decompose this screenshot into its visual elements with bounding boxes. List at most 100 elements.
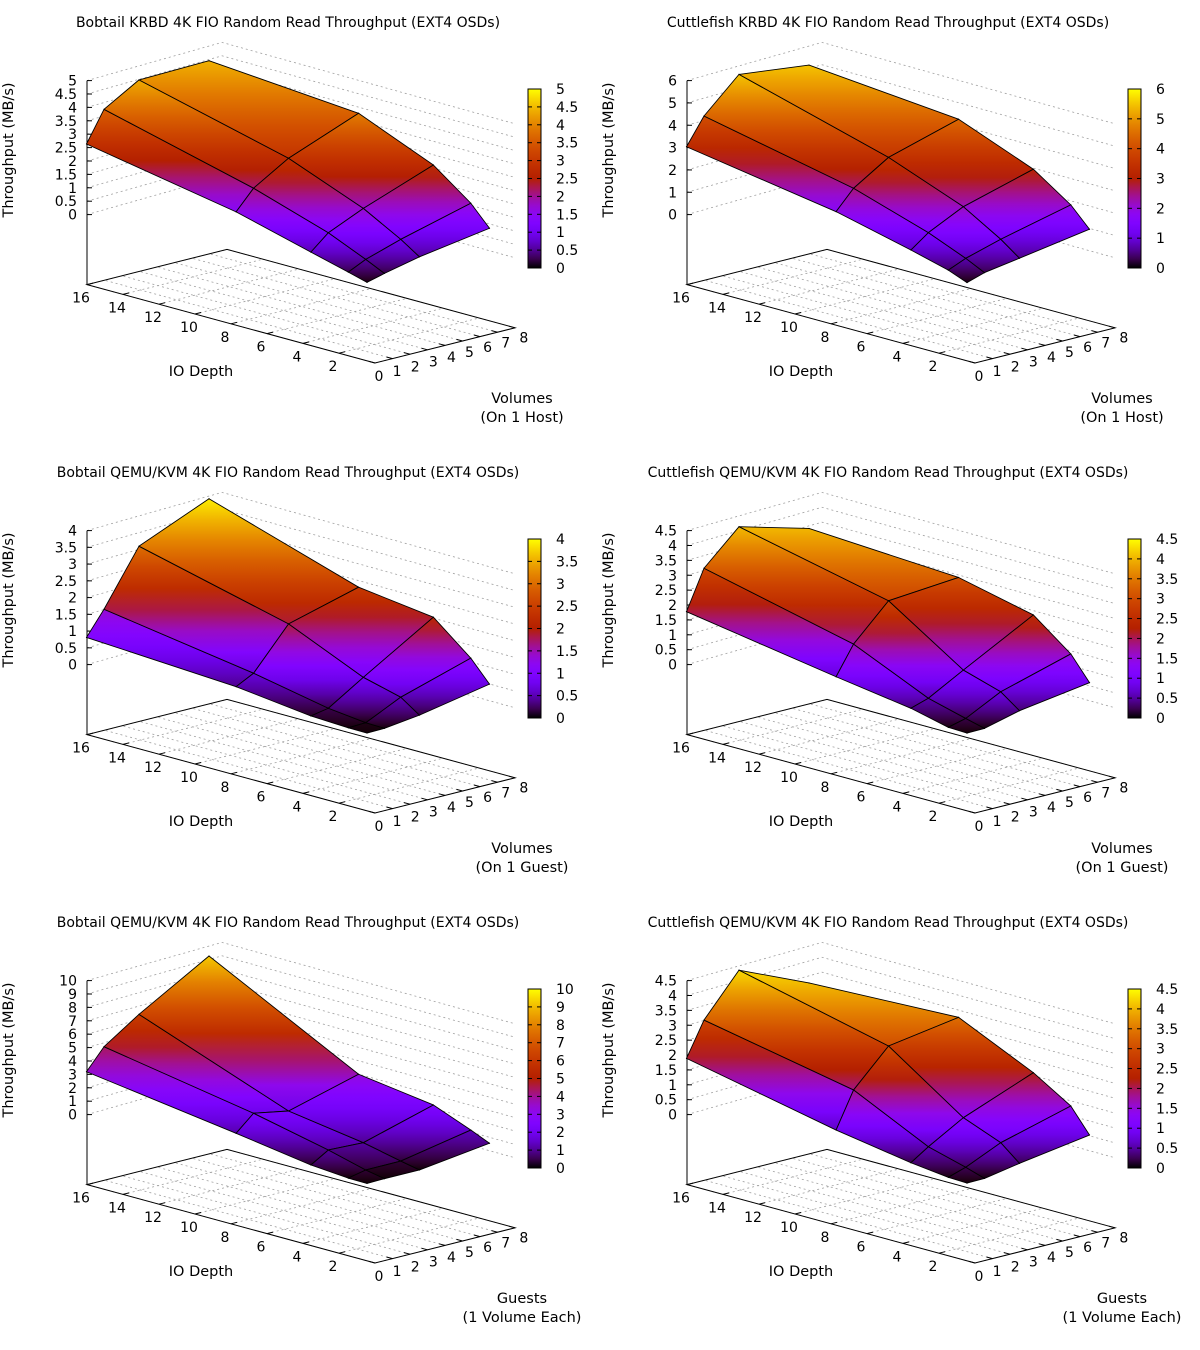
y-axis-label: Guests — [497, 1291, 547, 1307]
z-tick-label: 2 — [668, 1048, 677, 1064]
chart-title: Cuttlefish QEMU/KVM 4K FIO Random Read T… — [648, 465, 1129, 481]
y-tick-mark — [1056, 338, 1063, 342]
base-gridline — [156, 266, 446, 346]
z-axis-label: Throughput (MB/s) — [601, 982, 617, 1118]
data-point — [703, 115, 705, 117]
colorbar-tick-label: 2.5 — [556, 599, 578, 615]
data-point — [958, 1016, 960, 1018]
z-axis-label: Throughput (MB/s) — [601, 82, 617, 218]
base-gridline — [722, 1158, 864, 1195]
z-tick-label: 0 — [68, 1108, 77, 1124]
data-point — [383, 727, 386, 729]
y-tick-label: 2 — [411, 359, 420, 375]
z-tick-label: 2.5 — [655, 583, 677, 599]
y-tick-mark — [421, 1247, 428, 1251]
z-tick-label: 10 — [59, 974, 77, 990]
colorbar-tick-label: 6 — [1156, 82, 1165, 98]
x-tick-label: 10 — [780, 770, 798, 786]
colorbar-tick-label: 2 — [556, 1125, 565, 1141]
base-gridline — [266, 748, 408, 784]
chart-title: Bobtail QEMU/KVM 4K FIO Random Read Thro… — [57, 915, 520, 931]
colorbar-tick-label: 3 — [556, 1107, 565, 1123]
x-tick-mark — [194, 762, 202, 765]
z-axis-label: Throughput (MB/s) — [1, 532, 17, 668]
data-point — [327, 232, 329, 234]
data-point — [235, 1132, 237, 1134]
data-point — [958, 118, 960, 120]
z-gridline — [86, 941, 516, 1025]
y-tick-mark — [473, 784, 481, 788]
colorbar — [1127, 538, 1142, 719]
y-tick-label: 8 — [1119, 781, 1128, 797]
data-point — [703, 567, 705, 569]
data-point — [235, 211, 237, 213]
z-tick-label: 4 — [668, 118, 677, 134]
data-point — [310, 1164, 312, 1166]
z-tick-label: 1.5 — [55, 167, 77, 183]
data-point — [103, 1046, 105, 1048]
base-gridline — [302, 307, 444, 344]
data-point — [310, 715, 312, 717]
y-tick-label: 3 — [429, 355, 438, 371]
x-tick-mark — [902, 341, 910, 344]
z-tick-label: 3 — [68, 1067, 77, 1083]
z-tick-label: 1 — [668, 185, 677, 201]
surface-plot: Bobtail QEMU/KVM 4K FIO Random Read Thro… — [1, 915, 581, 1326]
data-point — [853, 643, 855, 645]
base-gridline — [794, 1178, 936, 1215]
data-point — [685, 146, 688, 148]
data-point — [253, 1112, 255, 1114]
surface-plot: Bobtail KRBD 4K FIO Random Read Throughp… — [1, 15, 578, 426]
x-tick-mark — [722, 742, 730, 745]
x-tick-mark — [866, 331, 874, 335]
x-tick-label: 6 — [257, 1240, 266, 1256]
data-point — [103, 608, 105, 610]
colorbar-tick-label: 1 — [1156, 1121, 1165, 1137]
x-tick-label: 2 — [929, 809, 938, 825]
z-tick-label: 9 — [68, 987, 77, 1003]
x-axis-label: IO Depth — [169, 1264, 233, 1280]
base-plane-border — [685, 698, 1117, 814]
x-tick-label: 12 — [744, 310, 762, 326]
colorbar-tick-label: 6 — [556, 1054, 565, 1070]
z-tick-label: 1.5 — [55, 607, 77, 623]
z-tick-label: 0 — [668, 1108, 677, 1124]
x-tick-label: 12 — [144, 760, 162, 776]
data-point — [958, 576, 960, 579]
y-axis-label: (On 1 Host) — [1080, 410, 1163, 426]
data-point — [947, 726, 949, 728]
y-axis-label: (1 Volume Each) — [1063, 1310, 1182, 1326]
z-tick-label: 3 — [68, 127, 77, 143]
y-tick-mark — [386, 1256, 393, 1260]
z-tick-label: 3 — [668, 1018, 677, 1034]
data-point — [910, 707, 912, 709]
z-gridline — [686, 506, 1116, 590]
colorbar-tick-label: 4 — [1156, 552, 1165, 568]
z-tick-label: 0.5 — [55, 641, 77, 657]
x-tick-label: 12 — [144, 310, 162, 326]
x-tick-label: 14 — [708, 300, 726, 316]
y-tick-mark — [1073, 1234, 1081, 1238]
y-tick-label: 0 — [975, 369, 984, 385]
base-gridline — [156, 716, 446, 796]
colorbar-tick-label: 0 — [556, 1161, 565, 1177]
base-gridline — [194, 1178, 336, 1215]
x-tick-mark — [266, 1231, 274, 1235]
z-tick-label: 1.5 — [655, 1063, 677, 1079]
z-tick-label: 6 — [668, 74, 677, 90]
y-tick-label: 7 — [1101, 785, 1110, 801]
data-point — [1000, 691, 1002, 693]
data-point — [965, 1166, 967, 1168]
y-axis-label: (On 1 Host) — [480, 410, 563, 426]
base-gridline — [794, 278, 936, 315]
x-tick-label: 10 — [180, 320, 198, 336]
z-tick-label: 3.5 — [655, 553, 677, 569]
data-point — [888, 600, 890, 602]
y-tick-label: 0 — [975, 1269, 984, 1285]
x-tick-mark — [830, 771, 838, 775]
x-tick-mark — [758, 302, 766, 305]
data-point — [400, 696, 402, 698]
data-point — [1070, 1105, 1072, 1107]
x-tick-label: 6 — [857, 1240, 866, 1256]
y-tick-label: 7 — [501, 335, 510, 351]
